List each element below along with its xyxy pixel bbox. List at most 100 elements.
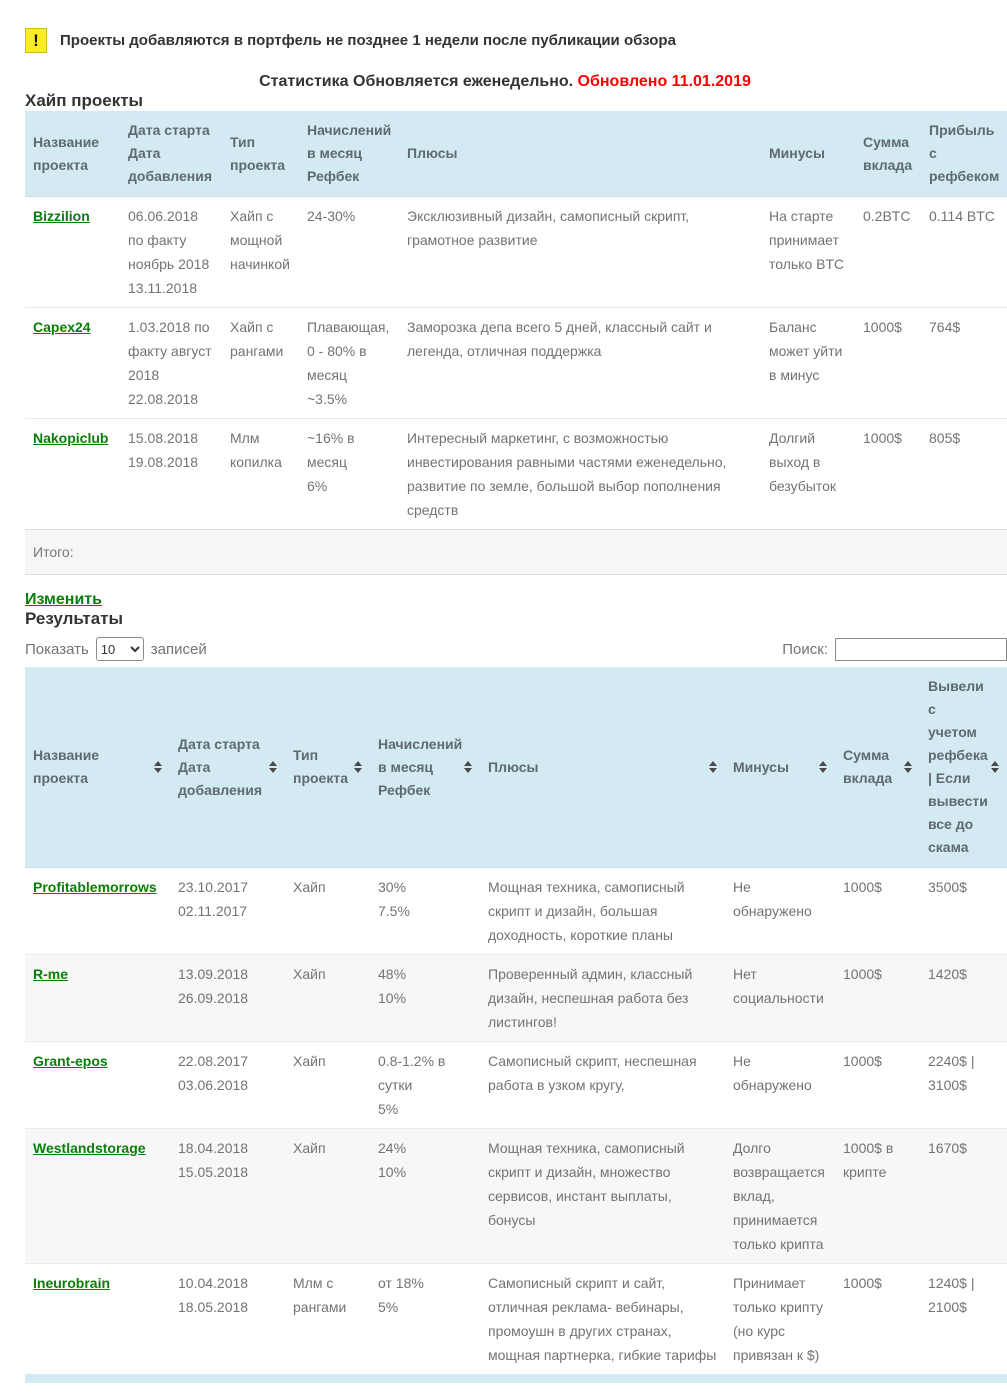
cell-type: Хайп <box>285 1128 370 1264</box>
records-label: записей <box>150 640 207 658</box>
next-table-header-cutoff <box>25 1374 1007 1383</box>
cell-withdrawn: 1420$ <box>920 954 1007 1042</box>
cell-profit: 0.114 BTC <box>921 196 1007 308</box>
cell-type: Хайп <box>285 954 370 1042</box>
cell-pros: Эксклюзивный дизайн, самописный скрипт, … <box>399 196 761 308</box>
cell-pros: Проверенный админ, классный дизайн, несп… <box>480 954 725 1042</box>
page-length-control: Показать 10 записей <box>25 637 207 661</box>
project-link[interactable]: Ineurobrain <box>33 1275 111 1291</box>
cell-type: Хайп <box>285 1041 370 1129</box>
sort-icon[interactable] <box>464 761 472 773</box>
col-pros: Плюсы <box>399 111 761 197</box>
cell-deposit: 1000$ <box>835 1041 920 1129</box>
cell-name: Westlandstorage <box>25 1128 170 1264</box>
search-input[interactable] <box>835 637 1007 661</box>
totals-row: Итого: <box>25 529 1007 575</box>
col-cons-sortable[interactable]: Минусы <box>725 667 835 868</box>
cell-type: Млм копилка <box>222 418 299 530</box>
cell-withdrawn: 3500$ <box>920 867 1007 955</box>
cell-deposit: 1000$ <box>835 1263 920 1374</box>
table-header-row: Название проекта Дата старта Дата добавл… <box>25 111 1007 197</box>
project-link[interactable]: Capex24 <box>33 319 91 335</box>
cell-rate: от 18% 5% <box>370 1263 480 1374</box>
cell-name: Ineurobrain <box>25 1263 170 1374</box>
cell-withdrawn: 2240$ | 3100$ <box>920 1041 1007 1129</box>
sort-icon[interactable] <box>819 761 827 773</box>
cell-rate: 30% 7.5% <box>370 867 480 955</box>
cell-type: Хайп <box>285 867 370 955</box>
cell-name: Profitablemorrows <box>25 867 170 955</box>
table-row: Grant-epos 22.08.2017 03.06.2018 Хайп 0.8-1… <box>25 1041 1007 1129</box>
table-row: Profitablemorrows 23.10.2017 02.11.2017 Ха… <box>25 867 1007 955</box>
table-row: Capex24 1.03.2018 по факту август 2018 22… <box>25 307 1007 419</box>
cell-deposit: 1000$ <box>835 954 920 1042</box>
cell-profit: 764$ <box>921 307 1007 419</box>
sort-icon[interactable] <box>354 761 362 773</box>
project-link[interactable]: Westlandstorage <box>33 1140 146 1156</box>
cell-deposit: 1000$ <box>855 307 921 419</box>
cell-dates: 22.08.2017 03.06.2018 <box>170 1041 285 1129</box>
notice-bar: ! Проекты добавляются в портфель не позд… <box>25 28 1007 53</box>
col-project-type-sortable[interactable]: Тип проекта <box>285 667 370 868</box>
cell-dates: 18.04.2018 15.05.2018 <box>170 1128 285 1264</box>
edit-link[interactable]: Изменить <box>25 591 102 608</box>
cell-profit: 805$ <box>921 418 1007 530</box>
search-label: Поиск: <box>782 640 828 658</box>
cell-type: Хайп с мощной начинкой <box>222 196 299 308</box>
sort-icon[interactable] <box>154 761 162 773</box>
col-withdrawn-sortable[interactable]: Вывели с учетом рефбека | Если вывести в… <box>920 667 1007 868</box>
col-start-date-sortable[interactable]: Дата старта Дата добавления <box>170 667 285 868</box>
col-start-date: Дата старта Дата добавления <box>120 111 222 197</box>
project-link[interactable]: Profitablemorrows <box>33 879 157 895</box>
sort-icon[interactable] <box>269 761 277 773</box>
exclamation-icon: ! <box>25 28 47 53</box>
col-deposit: Сумма вклада <box>855 111 921 197</box>
col-pros-sortable[interactable]: Плюсы <box>480 667 725 868</box>
stats-line: Статистика Обновляется еженедельно. Обно… <box>25 73 985 91</box>
cell-deposit: 0.2BTC <box>855 196 921 308</box>
project-link[interactable]: R-me <box>33 966 69 982</box>
hyip-table-body: Bizzilion 06.06.2018 по факту ноябрь 2018… <box>25 196 1007 530</box>
cell-rate: 0.8-1.2% в сутки 5% <box>370 1041 480 1129</box>
sort-icon[interactable] <box>991 761 999 773</box>
cell-name: Grant-epos <box>25 1041 170 1129</box>
col-monthly-rate-sortable[interactable]: Начислений в месяц Рефбек <box>370 667 480 868</box>
sort-icon[interactable] <box>904 761 912 773</box>
page-length-select[interactable]: 10 <box>95 637 144 661</box>
cell-dates: 13.09.2018 26.09.2018 <box>170 954 285 1042</box>
cell-dates: 23.10.2017 02.11.2017 <box>170 867 285 955</box>
col-project-name-sortable[interactable]: Название проекта <box>25 667 170 868</box>
cell-pros: Мощная техника, самописный скрипт и диза… <box>480 867 725 955</box>
section-title-results: Результаты <box>25 609 124 628</box>
col-profit: Прибыль с рефбеком <box>921 111 1007 197</box>
table-row: Nakopiclub 15.08.2018 19.08.2018 Млм копил… <box>25 418 1007 530</box>
cell-rate: 24-30% <box>299 196 399 308</box>
cell-cons: На старте принимает только BTC <box>761 196 855 308</box>
cell-name: Nakopiclub <box>25 418 120 530</box>
table-row: R-me 13.09.2018 26.09.2018 Хайп 48% 10% Пров… <box>25 954 1007 1042</box>
cell-dates: 10.04.2018 18.05.2018 <box>170 1263 285 1374</box>
col-deposit-sortable[interactable]: Сумма вклада <box>835 667 920 868</box>
cell-type: Хайп с рангами <box>222 307 299 419</box>
cell-rate: 24% 10% <box>370 1128 480 1264</box>
project-link[interactable]: Bizzilion <box>33 208 90 224</box>
cell-cons: Не обнаружено <box>725 867 835 955</box>
cell-deposit: 1000$ <box>855 418 921 530</box>
show-label: Показать <box>25 640 89 658</box>
col-cons: Минусы <box>761 111 855 197</box>
cell-dates: 06.06.2018 по факту ноябрь 2018 13.11.20… <box>120 196 222 308</box>
project-link[interactable]: Grant-epos <box>33 1053 108 1069</box>
section-title-hyip: Хайп проекты <box>25 91 144 110</box>
stats-text: Статистика Обновляется еженедельно. <box>259 73 574 90</box>
cell-cons: Принимает только крипту (но курс привяза… <box>725 1263 835 1374</box>
project-link[interactable]: Nakopiclub <box>33 430 109 446</box>
cell-withdrawn: 1670$ <box>920 1128 1007 1264</box>
table-controls: Показать 10 записей Поиск: <box>25 637 1007 661</box>
notice-text: Проекты добавляются в портфель не поздне… <box>60 32 676 49</box>
table-row: Ineurobrain 10.04.2018 18.05.2018 Млм с ра… <box>25 1263 1007 1374</box>
col-project-type: Тип проекта <box>222 111 299 197</box>
cell-name: R-me <box>25 954 170 1042</box>
sort-icon[interactable] <box>709 761 717 773</box>
table-row: Bizzilion 06.06.2018 по факту ноябрь 2018… <box>25 196 1007 308</box>
col-monthly-rate: Начислений в месяц Рефбек <box>299 111 399 197</box>
